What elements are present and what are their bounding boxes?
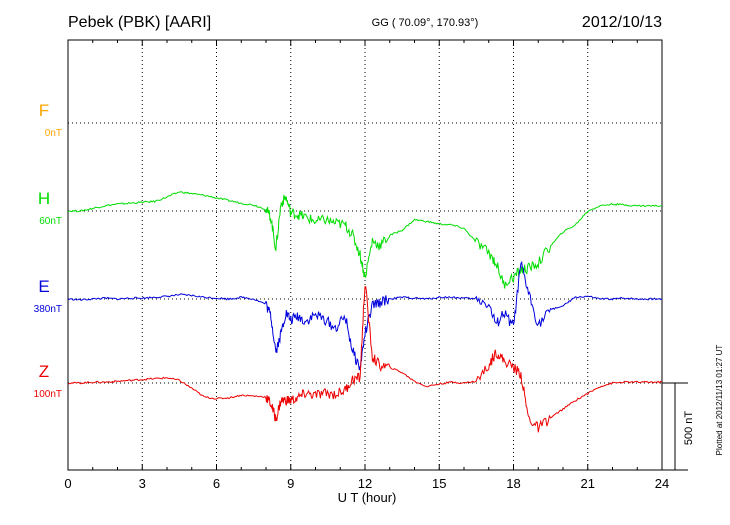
x-tick-label: 24 bbox=[655, 476, 669, 491]
x-tick-label: 9 bbox=[287, 476, 294, 491]
series-label-z: Z bbox=[39, 362, 49, 381]
grid bbox=[68, 40, 662, 470]
series-line-e bbox=[67, 260, 663, 371]
scale-bar: 500 nT bbox=[662, 382, 695, 471]
series-label-h: H bbox=[38, 189, 50, 208]
chart-date: 2012/10/13 bbox=[582, 14, 662, 31]
series-label-e: E bbox=[38, 277, 49, 296]
x-axis-label: U T (hour) bbox=[338, 490, 397, 505]
x-tick-label: 21 bbox=[581, 476, 595, 491]
x-tick-label: 6 bbox=[213, 476, 220, 491]
x-tick-label: 0 bbox=[64, 476, 71, 491]
x-axis-ticks: 0 3 6 9 12 15 18 21 24 bbox=[64, 40, 669, 491]
x-tick-label: 18 bbox=[506, 476, 520, 491]
series-offset-z: 100nT bbox=[34, 389, 62, 400]
x-tick-label: 12 bbox=[358, 476, 372, 491]
series-offset-f: 0nT bbox=[45, 128, 62, 139]
series-traces bbox=[67, 191, 663, 433]
x-tick-label: 3 bbox=[139, 476, 146, 491]
series-offset-e: 380nT bbox=[34, 304, 62, 315]
x-tick-label: 15 bbox=[432, 476, 446, 491]
series-line-h bbox=[67, 191, 663, 289]
plotted-note: Plotted at 2012/11/13 01:27 UT bbox=[715, 345, 724, 456]
chart-title: Pebek (PBK) [AARI] bbox=[68, 14, 211, 31]
component-labels: F 0nT H 60nT E 380nT Z 100nT bbox=[34, 101, 62, 400]
station-coordinates: GG ( 70.09°, 170.93°) bbox=[372, 17, 479, 29]
series-label-f: F bbox=[39, 101, 49, 120]
series-offset-h: 60nT bbox=[39, 216, 62, 227]
scale-bar-label: 500 nT bbox=[683, 411, 695, 446]
series-line-z bbox=[67, 286, 663, 433]
